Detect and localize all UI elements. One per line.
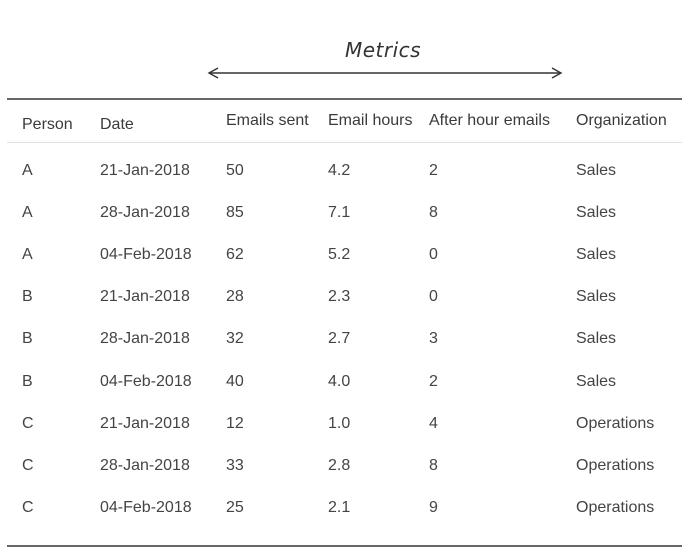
cell-organization: Sales	[576, 373, 617, 390]
cell-date: 04-Feb-2018	[100, 499, 192, 516]
cell-organization: Operations	[576, 457, 655, 474]
metrics-span-arrow	[207, 67, 563, 79]
cell-emails-sent: 50	[226, 162, 244, 179]
cell-after-hour-emails: 8	[429, 457, 438, 474]
cell-email-hours: 4.2	[328, 162, 351, 179]
cell-date: 28-Jan-2018	[100, 330, 190, 347]
cell-after-hour-emails: 0	[429, 288, 438, 305]
cell-date: 21-Jan-2018	[100, 288, 190, 305]
table-header-rule	[7, 142, 682, 143]
cell-email-hours: 1.0	[328, 415, 351, 432]
cell-emails-sent: 33	[226, 457, 244, 474]
cell-email-hours: 4.0	[328, 373, 351, 390]
table-top-rule	[7, 98, 682, 100]
cell-emails-sent: 62	[226, 246, 244, 263]
cell-date: 21-Jan-2018	[100, 415, 190, 432]
column-header-organization: Organization	[576, 112, 667, 129]
cell-person: C	[22, 415, 34, 432]
cell-organization: Operations	[576, 499, 655, 516]
cell-date: 04-Feb-2018	[100, 246, 192, 263]
cell-date: 28-Jan-2018	[100, 204, 190, 221]
cell-organization: Sales	[576, 204, 617, 221]
cell-emails-sent: 25	[226, 499, 244, 516]
cell-organization: Sales	[576, 330, 617, 347]
cell-person: B	[22, 288, 33, 305]
column-header-person: Person	[22, 116, 73, 133]
cell-email-hours: 2.8	[328, 457, 351, 474]
cell-after-hour-emails: 9	[429, 499, 438, 516]
column-header-after-hour-emails: After hour emails	[429, 112, 550, 129]
cell-person: A	[22, 162, 33, 179]
cell-email-hours: 7.1	[328, 204, 351, 221]
cell-after-hour-emails: 8	[429, 204, 438, 221]
cell-date: 28-Jan-2018	[100, 457, 190, 474]
cell-emails-sent: 40	[226, 373, 244, 390]
cell-emails-sent: 85	[226, 204, 244, 221]
cell-person: A	[22, 204, 33, 221]
cell-after-hour-emails: 3	[429, 330, 438, 347]
column-header-date: Date	[100, 116, 134, 133]
cell-organization: Sales	[576, 246, 617, 263]
cell-emails-sent: 32	[226, 330, 244, 347]
cell-person: B	[22, 330, 33, 347]
cell-organization: Sales	[576, 162, 617, 179]
cell-organization: Sales	[576, 288, 617, 305]
cell-email-hours: 2.3	[328, 288, 351, 305]
cell-person: B	[22, 373, 33, 390]
cell-emails-sent: 28	[226, 288, 244, 305]
cell-date: 04-Feb-2018	[100, 373, 192, 390]
cell-email-hours: 2.1	[328, 499, 351, 516]
cell-email-hours: 2.7	[328, 330, 351, 347]
cell-date: 21-Jan-2018	[100, 162, 190, 179]
cell-person: C	[22, 457, 34, 474]
cell-person: A	[22, 246, 33, 263]
table-bottom-rule	[7, 545, 682, 547]
column-header-email-hours: Email hours	[328, 112, 413, 129]
cell-after-hour-emails: 2	[429, 162, 438, 179]
metrics-label: Metrics	[345, 38, 422, 62]
cell-organization: Operations	[576, 415, 655, 432]
cell-emails-sent: 12	[226, 415, 244, 432]
cell-after-hour-emails: 0	[429, 246, 438, 263]
cell-person: C	[22, 499, 34, 516]
cell-after-hour-emails: 4	[429, 415, 438, 432]
cell-email-hours: 5.2	[328, 246, 351, 263]
column-header-emails-sent: Emails sent	[226, 112, 309, 129]
cell-after-hour-emails: 2	[429, 373, 438, 390]
